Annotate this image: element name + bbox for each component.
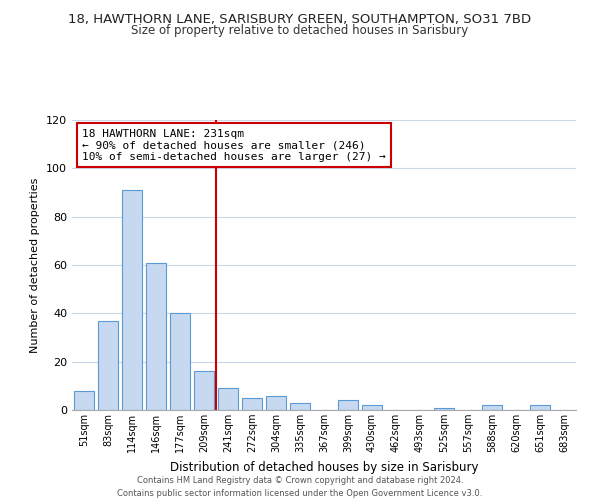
Bar xyxy=(434,408,454,410)
Bar xyxy=(194,372,214,410)
Text: 18 HAWTHORN LANE: 231sqm
← 90% of detached houses are smaller (246)
10% of semi-: 18 HAWTHORN LANE: 231sqm ← 90% of detach… xyxy=(82,128,386,162)
Bar xyxy=(482,405,502,410)
Bar xyxy=(338,400,358,410)
Y-axis label: Number of detached properties: Number of detached properties xyxy=(31,178,40,352)
Bar xyxy=(266,396,286,410)
Bar xyxy=(242,398,262,410)
Bar xyxy=(74,390,94,410)
Text: Contains HM Land Registry data © Crown copyright and database right 2024.
Contai: Contains HM Land Registry data © Crown c… xyxy=(118,476,482,498)
Bar xyxy=(218,388,238,410)
Text: Size of property relative to detached houses in Sarisbury: Size of property relative to detached ho… xyxy=(131,24,469,37)
Bar xyxy=(146,262,166,410)
Bar xyxy=(290,403,310,410)
Text: 18, HAWTHORN LANE, SARISBURY GREEN, SOUTHAMPTON, SO31 7BD: 18, HAWTHORN LANE, SARISBURY GREEN, SOUT… xyxy=(68,12,532,26)
Bar xyxy=(122,190,142,410)
Bar xyxy=(530,405,550,410)
Bar xyxy=(362,405,382,410)
Bar xyxy=(98,320,118,410)
Bar xyxy=(170,314,190,410)
X-axis label: Distribution of detached houses by size in Sarisbury: Distribution of detached houses by size … xyxy=(170,460,478,473)
